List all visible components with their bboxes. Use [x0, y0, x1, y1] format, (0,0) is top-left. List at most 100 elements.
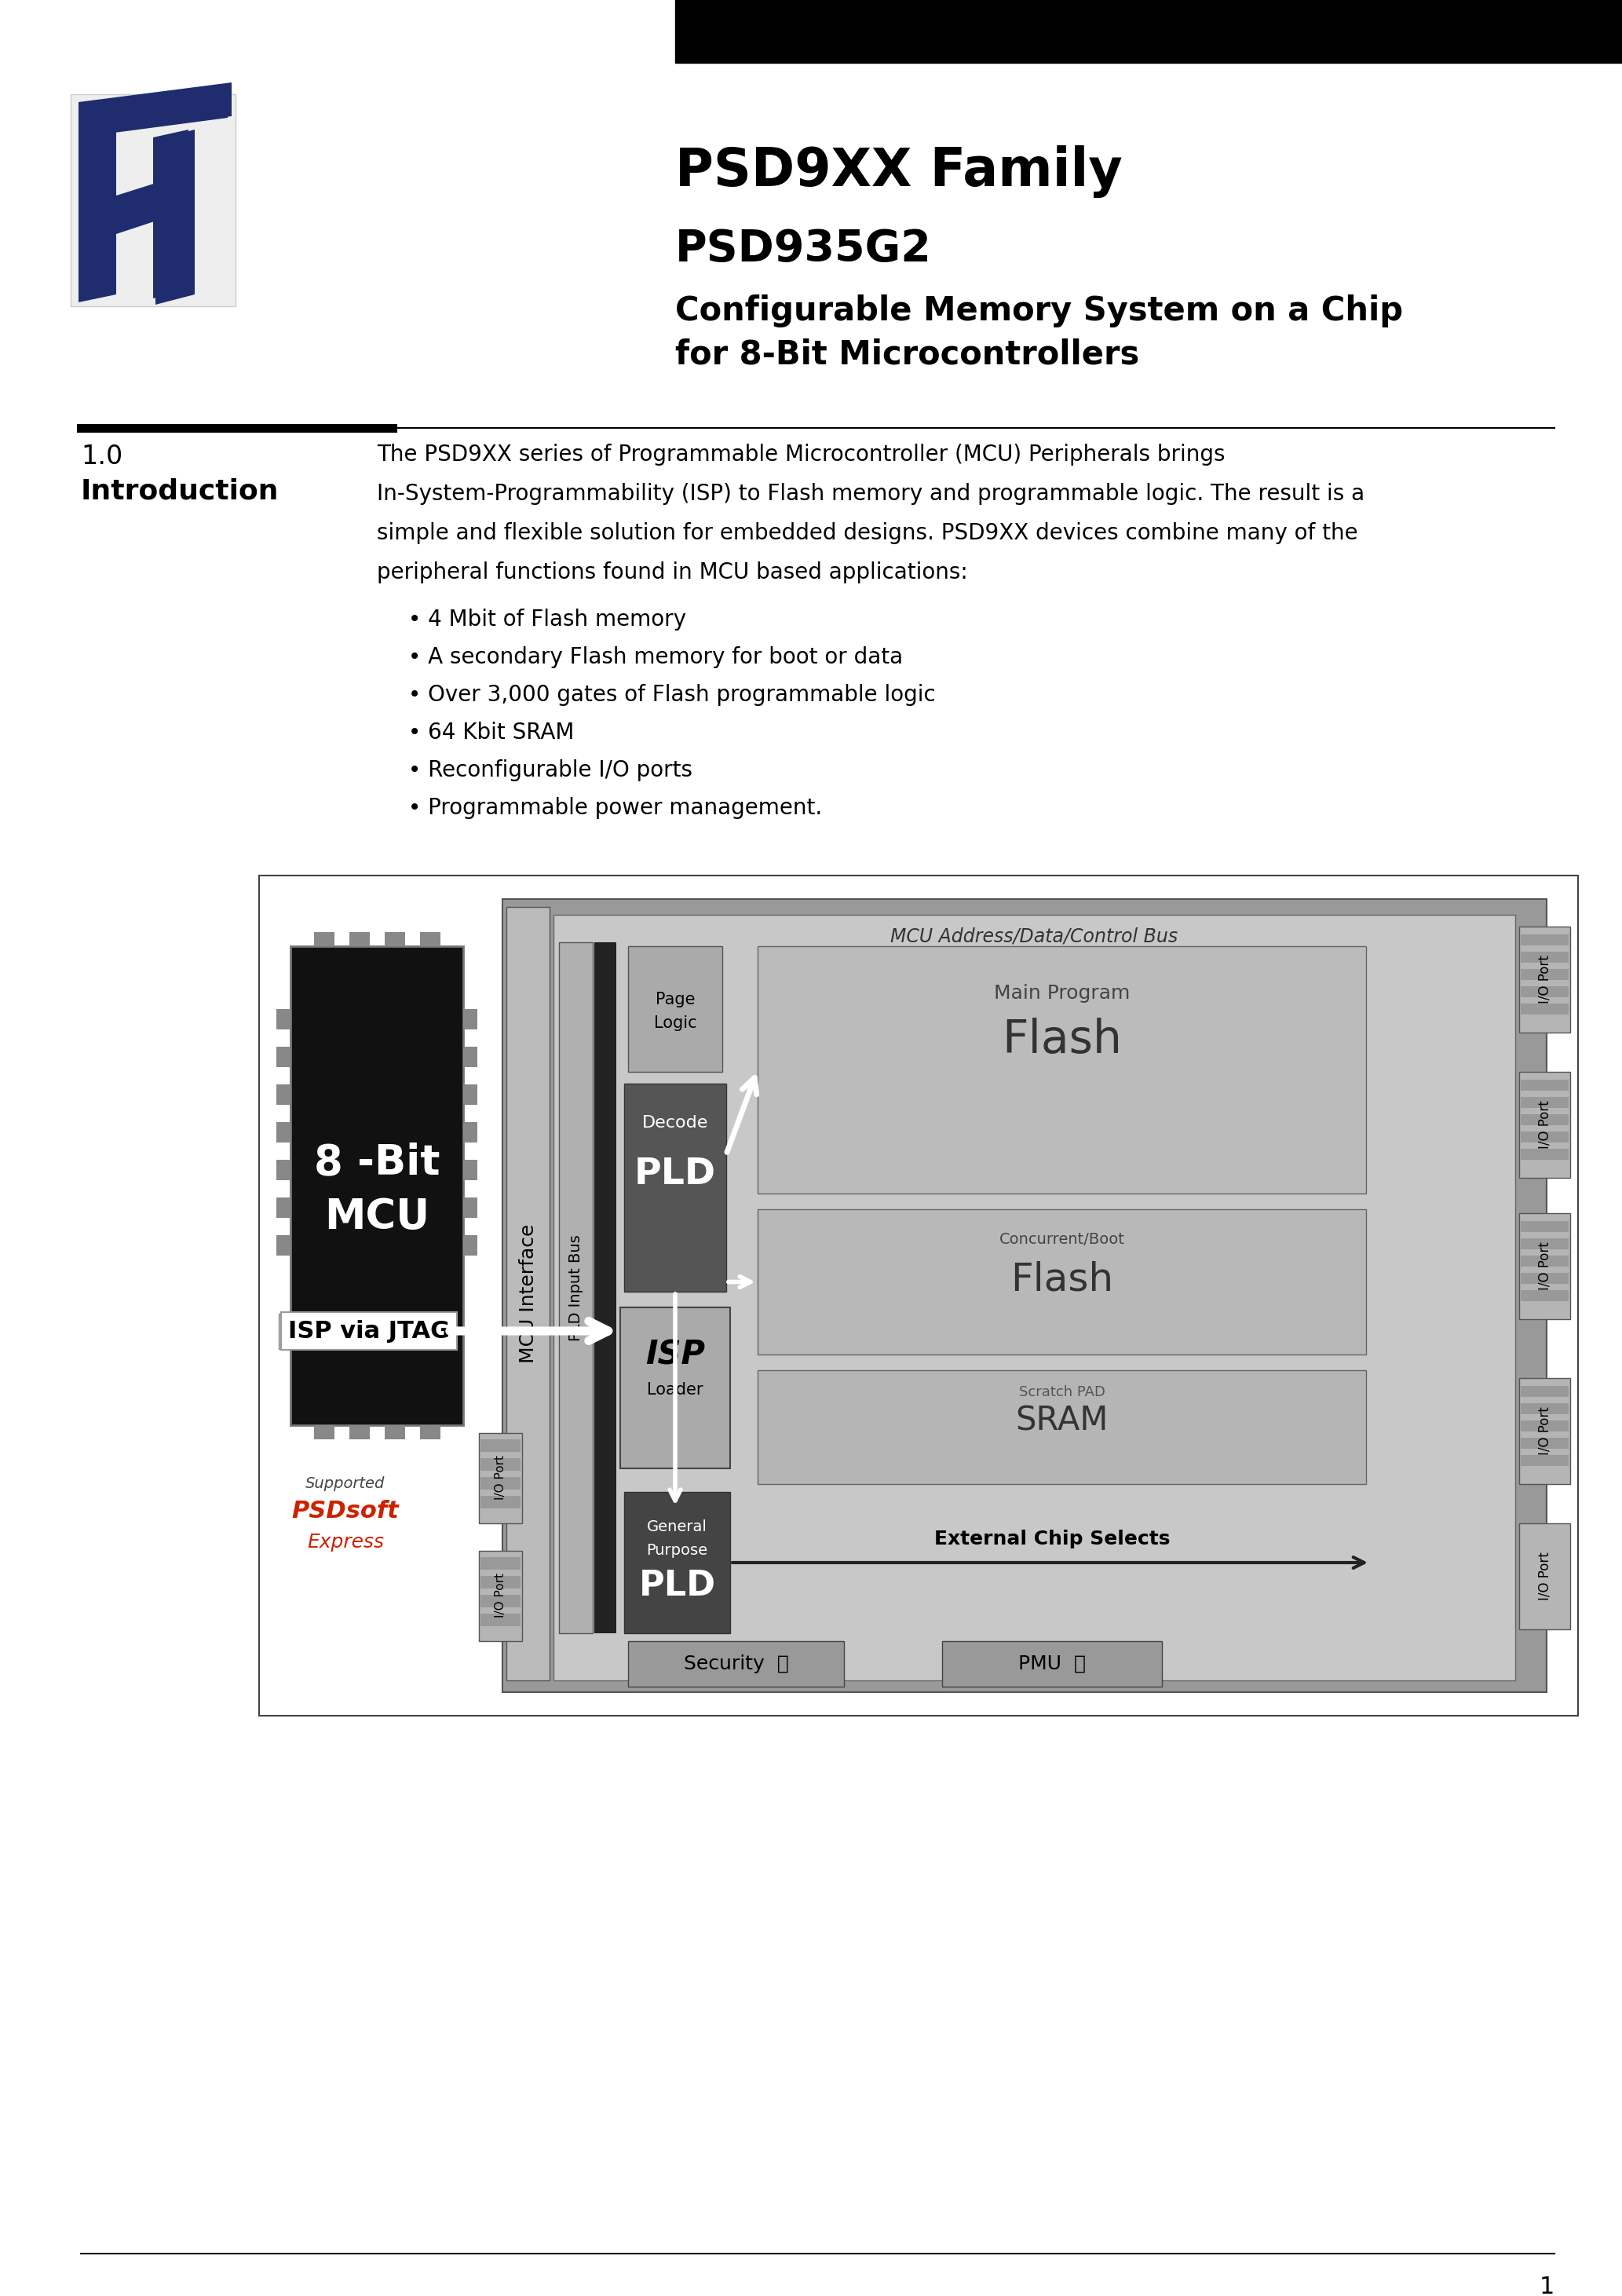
Bar: [480, 1557, 521, 1570]
Bar: [276, 1199, 290, 1217]
Text: 1: 1: [1539, 2275, 1554, 2296]
Text: External Chip Selects: External Chip Selects: [934, 1529, 1169, 1548]
Bar: [478, 1550, 522, 1642]
Text: ISP: ISP: [646, 1339, 706, 1371]
Bar: [675, 0, 1622, 62]
Text: PSD935G2: PSD935G2: [675, 227, 931, 271]
Bar: [1521, 1256, 1568, 1267]
Bar: [1520, 1072, 1570, 1178]
Bar: [464, 1084, 477, 1104]
Text: Main Program: Main Program: [994, 985, 1131, 1003]
Text: Supported: Supported: [305, 1476, 386, 1490]
Bar: [276, 1235, 290, 1256]
Text: Decode: Decode: [642, 1116, 709, 1130]
Bar: [1521, 1456, 1568, 1467]
Bar: [480, 1614, 521, 1626]
Bar: [1521, 1114, 1568, 1125]
Text: • Over 3,000 gates of Flash programmable logic: • Over 3,000 gates of Flash programmable…: [409, 684, 936, 705]
Bar: [276, 1084, 290, 1104]
Text: for 8-Bit Microcontrollers: for 8-Bit Microcontrollers: [675, 338, 1139, 370]
Text: • 64 Kbit SRAM: • 64 Kbit SRAM: [409, 721, 574, 744]
Text: PLD Input Bus: PLD Input Bus: [568, 1235, 584, 1341]
Polygon shape: [117, 174, 195, 234]
Bar: [1520, 1212, 1570, 1320]
FancyArrowPatch shape: [449, 1320, 608, 1341]
Bar: [276, 1008, 290, 1029]
Bar: [480, 1596, 521, 1607]
Bar: [480, 1497, 521, 1508]
Text: 1.0: 1.0: [81, 443, 123, 471]
Text: I/O Port: I/O Port: [1538, 1407, 1552, 1456]
Bar: [464, 1159, 477, 1180]
Bar: [279, 1313, 298, 1350]
Bar: [71, 94, 235, 305]
Bar: [276, 1123, 290, 1143]
Text: Logic: Logic: [654, 1015, 696, 1031]
Bar: [384, 932, 406, 946]
Text: 8 -Bit: 8 -Bit: [313, 1141, 440, 1182]
Polygon shape: [78, 83, 232, 135]
Bar: [594, 941, 616, 1632]
Bar: [480, 1440, 521, 1451]
Bar: [620, 1306, 730, 1469]
Text: The PSD9XX series of Programmable Microcontroller (MCU) Peripherals brings: The PSD9XX series of Programmable Microc…: [376, 443, 1225, 466]
Bar: [1521, 1437, 1568, 1449]
Bar: [302, 1313, 321, 1350]
Text: PMU  🗄: PMU 🗄: [1019, 1655, 1085, 1674]
Polygon shape: [78, 110, 114, 292]
Text: peripheral functions found in MCU based applications:: peripheral functions found in MCU based …: [376, 563, 968, 583]
Text: SRAM: SRAM: [1015, 1405, 1108, 1437]
Bar: [1521, 1221, 1568, 1233]
Bar: [1521, 1421, 1568, 1430]
Text: I/O Port: I/O Port: [495, 1456, 506, 1499]
Text: Purpose: Purpose: [647, 1543, 707, 1559]
Bar: [276, 1047, 290, 1068]
Polygon shape: [78, 87, 227, 138]
Bar: [1521, 1403, 1568, 1414]
Bar: [384, 1426, 406, 1440]
Bar: [478, 1433, 522, 1522]
Bar: [290, 946, 464, 1426]
Bar: [628, 1642, 843, 1688]
Bar: [260, 875, 1578, 1715]
Bar: [1521, 1272, 1568, 1283]
Bar: [420, 932, 441, 946]
Polygon shape: [114, 172, 188, 227]
Bar: [276, 1159, 290, 1180]
Bar: [942, 1642, 1161, 1688]
Bar: [757, 946, 1366, 1194]
Text: I/O Port: I/O Port: [1538, 955, 1552, 1003]
Bar: [464, 1123, 477, 1143]
Text: PLD: PLD: [639, 1568, 715, 1603]
Bar: [1521, 1097, 1568, 1109]
Text: PSDsoft: PSDsoft: [292, 1499, 399, 1522]
Text: MCU Address/Data/Control Bus: MCU Address/Data/Control Bus: [890, 928, 1178, 946]
Bar: [1520, 1522, 1570, 1630]
Text: Scratch PAD: Scratch PAD: [1019, 1384, 1105, 1398]
Bar: [480, 1458, 521, 1472]
Text: Introduction: Introduction: [81, 478, 279, 505]
Bar: [1521, 1079, 1568, 1091]
Bar: [624, 1492, 730, 1632]
Bar: [624, 1084, 727, 1293]
Bar: [1521, 1387, 1568, 1396]
Bar: [757, 1371, 1366, 1483]
Bar: [315, 932, 334, 946]
Text: General: General: [647, 1520, 707, 1534]
FancyArrowPatch shape: [727, 1077, 756, 1153]
Text: I/O Port: I/O Port: [1538, 1242, 1552, 1290]
Bar: [1521, 953, 1568, 962]
Bar: [1521, 987, 1568, 996]
Text: I/O Port: I/O Port: [1538, 1552, 1552, 1600]
FancyArrowPatch shape: [732, 1557, 1364, 1568]
Bar: [1521, 1290, 1568, 1302]
Text: MCU: MCU: [324, 1196, 430, 1238]
Bar: [464, 1008, 477, 1029]
Text: • Reconfigurable I/O ports: • Reconfigurable I/O ports: [409, 760, 693, 781]
Bar: [1521, 1148, 1568, 1159]
Text: ISP via JTAG: ISP via JTAG: [289, 1320, 449, 1343]
Bar: [1521, 934, 1568, 946]
Bar: [480, 1476, 521, 1490]
Bar: [553, 914, 1515, 1681]
Polygon shape: [156, 129, 195, 305]
